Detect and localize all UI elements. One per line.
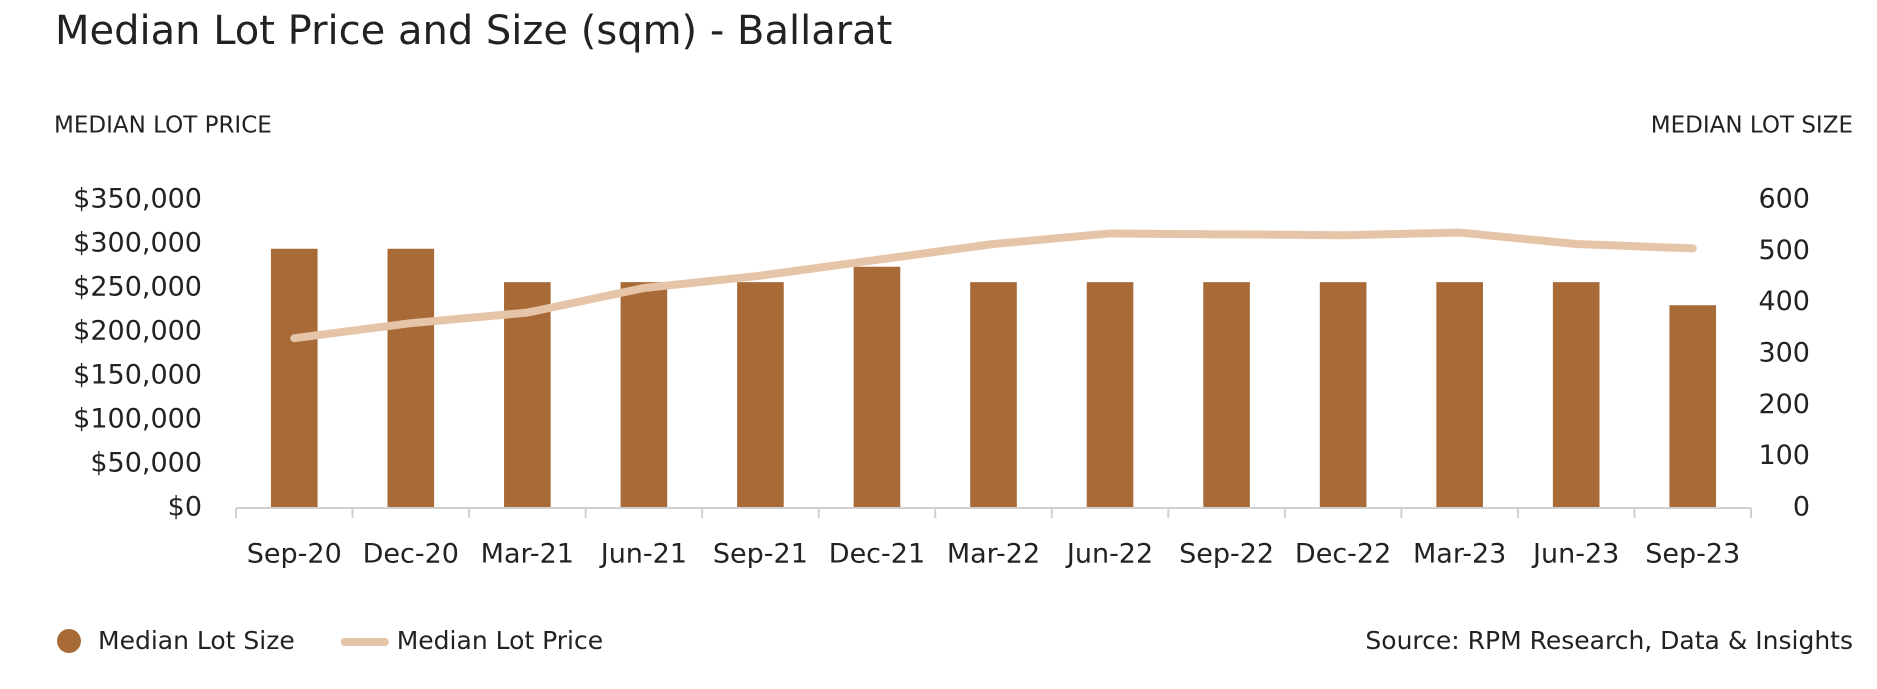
x-tick-label: Sep-23 <box>1645 539 1740 570</box>
x-tick-label: Sep-21 <box>713 539 808 570</box>
y-tick-label: $350,000 <box>73 184 202 215</box>
x-tick-label: Sep-20 <box>247 539 342 570</box>
bar <box>1203 282 1250 508</box>
legend-label: Median Lot Price <box>397 626 603 655</box>
x-tick-label: Dec-22 <box>1295 539 1391 570</box>
x-tick-label: Mar-22 <box>947 539 1040 570</box>
x-tick-label: Sep-22 <box>1179 539 1274 570</box>
y2-axis-title: MEDIAN LOT SIZE <box>1651 113 1853 139</box>
y2-tick-label: 600 <box>1758 184 1810 215</box>
y-tick-label: $50,000 <box>90 448 202 479</box>
x-tick-label: Jun-22 <box>1065 539 1153 570</box>
bar <box>1669 305 1717 508</box>
bar <box>970 282 1017 508</box>
x-tick-label: Mar-23 <box>1413 539 1506 570</box>
bar <box>270 248 318 508</box>
bar <box>737 282 784 508</box>
y-tick-label: $0 <box>168 492 202 523</box>
y2-tick-label: 200 <box>1758 389 1810 420</box>
y-tick-label: $100,000 <box>73 404 202 435</box>
y2-tick-label: 300 <box>1758 338 1810 369</box>
y-tick-label: $300,000 <box>73 228 202 259</box>
bar <box>853 266 901 508</box>
y-tick-label: $150,000 <box>73 360 202 391</box>
line <box>290 228 1697 343</box>
x-tick-label: Dec-20 <box>363 539 459 570</box>
legend-marker <box>57 629 81 653</box>
bar <box>1436 282 1483 508</box>
source-note: Source: RPM Research, Data & Insights <box>1365 626 1853 655</box>
y-axis-title: MEDIAN LOT PRICE <box>54 113 272 139</box>
y2-tick-label: 400 <box>1758 286 1810 317</box>
y-tick-label: $250,000 <box>73 272 202 303</box>
y2-tick-label: 0 <box>1793 492 1810 523</box>
bar <box>504 282 551 508</box>
bar <box>1086 282 1134 508</box>
bar <box>1552 282 1600 508</box>
legend-label: Median Lot Size <box>98 626 295 655</box>
y2-tick-label: 100 <box>1758 440 1810 471</box>
x-tick-label: Jun-21 <box>599 539 687 570</box>
x-tick-label: Dec-21 <box>829 539 925 570</box>
y2-tick-label: 500 <box>1758 235 1810 266</box>
chart-title: Median Lot Price and Size (sqm) - Ballar… <box>55 8 892 54</box>
bar <box>1319 282 1367 508</box>
bar <box>387 248 435 508</box>
x-tick-label: Mar-21 <box>481 539 574 570</box>
x-tick-label: Jun-23 <box>1531 539 1619 570</box>
y-tick-label: $200,000 <box>73 316 202 347</box>
bar <box>620 282 668 508</box>
